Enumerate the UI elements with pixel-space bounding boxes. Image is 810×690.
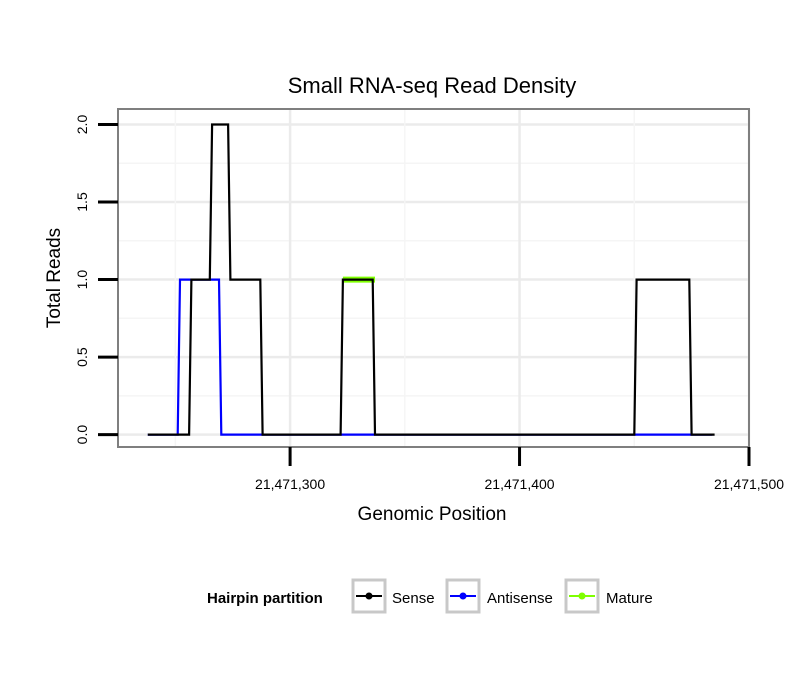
y-tick-label: 0.5: [74, 347, 90, 367]
x-axis-label: Genomic Position: [358, 504, 507, 525]
y-axis: 0.0 0.5 1.0 1.5 2.0: [74, 115, 118, 445]
legend-item-mature: Mature: [564, 578, 653, 614]
plot-border: [117, 108, 750, 448]
x-tick-label: 21,471,400: [485, 476, 555, 492]
legend-key-dot: [459, 592, 467, 600]
plot-background: [118, 109, 749, 447]
legend-label: Antisense: [487, 590, 553, 607]
legend-item-antisense: Antisense: [445, 578, 553, 614]
y-axis-label: Total Reads: [44, 228, 65, 328]
chart-title: Small RNA-seq Read Density: [288, 73, 577, 98]
y-tick-label: 1.5: [74, 192, 90, 212]
x-axis: 21,471,300 21,471,400 21,471,500: [255, 447, 784, 492]
y-tick-label: 2.0: [74, 115, 90, 135]
x-tick-label: 21,471,300: [255, 476, 325, 492]
series-layer: [147, 123, 715, 436]
legend-item-sense: Sense: [351, 578, 435, 614]
legend-title: Hairpin partition: [207, 590, 323, 607]
x-tick-label: 21,471,500: [714, 476, 784, 492]
y-tick-label: 1.0: [74, 270, 90, 290]
legend-label: Mature: [606, 590, 653, 607]
legend-label: Sense: [392, 590, 435, 607]
y-tick-label: 0.0: [74, 425, 90, 445]
legend-key-dot: [578, 592, 586, 600]
legend: Hairpin partition Sense Antisense Mature: [207, 578, 653, 614]
series-sense-line: [147, 123, 715, 436]
legend-key-dot: [365, 592, 373, 600]
